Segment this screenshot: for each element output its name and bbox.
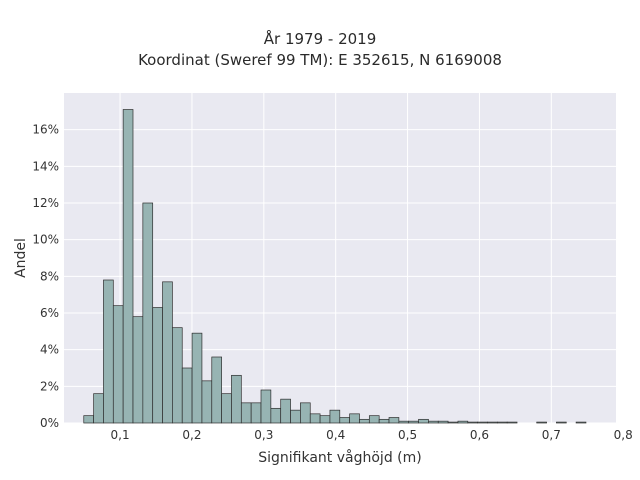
histogram-bar [132,316,144,424]
histogram-bar [250,402,262,424]
x-axis-label: Signifikant våghöjd (m) [258,449,421,466]
histogram-bar [368,415,380,424]
histogram-bar [487,421,498,424]
histogram-bar [437,420,449,424]
histogram-bar [142,202,154,424]
y-tick-label: 10% [32,233,59,247]
histogram-bar [240,402,252,424]
histogram-bar [556,421,567,424]
histogram-bar [496,421,508,424]
histogram-bar [506,421,518,424]
x-tick-label: 0,1 [111,428,130,442]
histogram-bar [349,413,360,424]
histogram-bar [418,418,429,424]
histogram-bar [231,374,242,424]
y-axis-ticks: 0% 2% 4% 6% 8% 10% 12% 14% 16% [32,123,59,430]
histogram-bar [112,305,124,424]
histogram-bar [122,109,134,424]
histogram-bar [339,417,350,424]
histogram-bar [309,413,321,424]
histogram-bar [477,421,488,424]
histogram-bar [83,415,94,424]
histogram-bar [428,420,439,424]
histogram-bar [270,407,282,424]
histogram-bar [359,418,370,424]
histogram-bar [447,421,459,424]
histogram-bar [575,421,587,424]
histogram-bar [280,398,291,424]
histogram-bar [398,420,410,424]
histogram-bar [467,421,478,424]
y-tick-label: 8% [40,269,59,283]
y-tick-label: 2% [40,379,59,393]
x-tick-label: 0,4 [326,428,345,442]
x-tick-label: 0,7 [542,428,561,442]
x-axis-ticks: 0,1 0,2 0,3 0,4 0,5 0,6 0,7 0,8 [111,428,633,442]
bars [83,109,587,424]
histogram-bar [221,393,232,424]
x-tick-label: 0,8 [614,428,633,442]
y-tick-label: 4% [40,343,59,357]
y-axis-label: Andel [13,238,29,278]
y-tick-label: 16% [32,123,59,137]
histogram-bar [201,380,213,424]
histogram-bar [457,420,469,424]
x-tick-label: 0,6 [470,428,489,442]
y-tick-label: 0% [40,416,59,430]
chart-title-line2: Koordinat (Sweref 99 TM): E 352615, N 61… [138,51,502,69]
histogram-bar [290,409,301,424]
y-tick-label: 6% [40,306,59,320]
histogram-bar [191,332,203,424]
y-tick-label: 12% [32,196,59,210]
histogram-bar [329,409,341,424]
histogram-bar [408,420,419,424]
histogram-bar [378,418,390,424]
y-tick-label: 14% [32,159,59,173]
histogram-bar [319,415,331,424]
histogram-bar [93,393,104,424]
histogram-bar [300,402,311,424]
histogram-bar [388,417,400,424]
histogram-bar [172,327,183,424]
chart-title-line1: År 1979 - 2019 [263,30,377,48]
x-tick-label: 0,5 [398,428,417,442]
histogram-bar [536,421,547,424]
histogram-bar [181,367,193,424]
x-tick-label: 0,3 [254,428,273,442]
histogram-bar [152,307,163,424]
histogram-bar [211,356,222,424]
histogram-bar [103,279,114,424]
histogram-bar [260,389,272,424]
x-tick-label: 0,2 [182,428,201,442]
histogram-bar [162,281,173,424]
